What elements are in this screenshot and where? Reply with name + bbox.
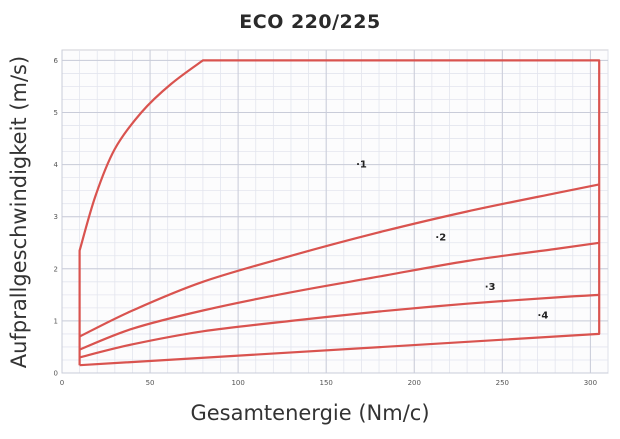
y-tick-label: 0: [54, 370, 58, 378]
y-tick-label: 3: [54, 213, 58, 221]
region-label-2: ·2: [435, 233, 446, 244]
region-label-1: ·1: [356, 160, 367, 171]
x-tick-label: 200: [408, 379, 421, 387]
x-tick-label: 0: [60, 379, 64, 387]
x-tick-label: 250: [496, 379, 509, 387]
x-tick-label: 50: [146, 379, 155, 387]
chart-title: ECO 220/225: [239, 11, 381, 33]
x-tick-label: 100: [231, 379, 244, 387]
y-tick-label: 1: [54, 317, 58, 325]
y-tick-label: 4: [54, 161, 59, 169]
divider-line-2: [79, 241, 600, 351]
region-label-4: ·4: [538, 311, 549, 322]
divider-line-3: [79, 293, 600, 359]
y-axis-label: Aufprallgeschwindigkeit (m/s): [7, 55, 31, 369]
x-tick-label: 150: [320, 379, 333, 387]
y-tick-label: 5: [54, 109, 58, 117]
x-tick-label: 300: [584, 379, 597, 387]
divider-line-1: [79, 183, 600, 338]
boundary-line: [78, 59, 601, 367]
y-tick-label: 6: [54, 57, 59, 65]
y-tick-label: 2: [54, 265, 58, 273]
region-label-3: ·3: [485, 282, 496, 293]
x-axis-label: Gesamtenergie (Nm/c): [190, 401, 430, 425]
